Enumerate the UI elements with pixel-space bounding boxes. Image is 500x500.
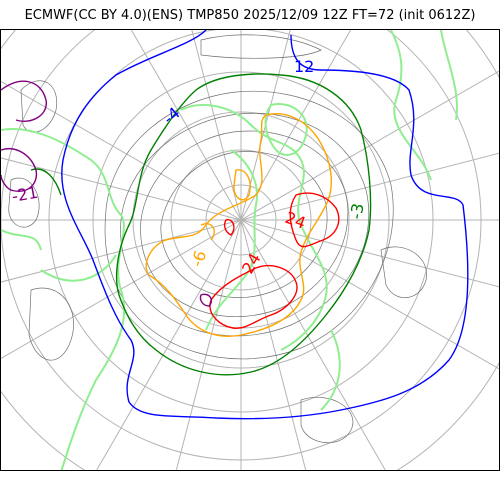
minor-isolines [8, 34, 427, 444]
isoline [120, 113, 370, 337]
coastline [264, 103, 308, 156]
isoline [28, 287, 74, 361]
contour-label: -21 [10, 183, 39, 206]
contour-neg12 [200, 223, 215, 241]
contour-neg24 [1, 148, 38, 192]
isoline [140, 130, 349, 318]
lat-circle [1, 30, 499, 470]
meridian [175, 219, 242, 470]
coastline [320, 329, 341, 411]
meridian [240, 152, 499, 221]
meridian [96, 219, 242, 470]
meridian [130, 30, 242, 221]
meridian [1, 80, 242, 221]
isotherm-orange [145, 113, 332, 337]
coastline [40, 254, 117, 282]
meridian [1, 157, 242, 221]
contour-neg6 [115, 73, 372, 376]
contour-label: 24 [283, 208, 309, 233]
coastlines [1, 30, 458, 470]
isotherm-blue [61, 30, 469, 420]
coastline [1, 229, 42, 251]
contour-label: -6 [187, 248, 210, 269]
coastline [205, 149, 258, 331]
contour-neg12 [145, 113, 332, 337]
meridian [191, 30, 242, 221]
map-title: ECMWF(CC BY 4.0)(ENS) TMP850 2025/12/09 … [24, 8, 476, 23]
contour-neg18 [209, 264, 298, 329]
meridian [240, 219, 307, 470]
meridian [240, 219, 499, 288]
contour-neg18 [223, 219, 235, 236]
meridian [240, 70, 499, 221]
coastline [440, 30, 458, 121]
isotherm-red [209, 192, 340, 329]
meridian [240, 219, 386, 470]
isoline [8, 177, 40, 228]
meridians [1, 30, 499, 470]
isoline [380, 246, 427, 299]
contour-0 [61, 30, 469, 420]
isoline [200, 34, 322, 59]
contour-neg6 [30, 168, 62, 196]
meridian [1, 219, 242, 360]
isoline [160, 151, 328, 298]
meridian [240, 219, 499, 370]
coastline [180, 104, 328, 351]
contour-label: -3 [346, 202, 367, 221]
isoline [300, 397, 354, 444]
isotherm-purple [1, 80, 213, 307]
latitude-circles [1, 30, 499, 470]
meridian [1, 219, 242, 283]
isotherm-green [30, 73, 372, 376]
contour-neg12 [233, 169, 251, 201]
isoline [20, 80, 58, 133]
contour-neg24 [199, 293, 213, 307]
contour-neg18 [289, 192, 340, 248]
coastline [390, 30, 432, 181]
meridian [240, 30, 352, 221]
contour-neg24 [1, 80, 47, 122]
map-panel: 12 24 -6 24 -3 -21 -4 [0, 29, 500, 471]
polar-map: 12 24 -6 24 -3 -21 -4 [1, 30, 499, 470]
contour-label: 12 [294, 57, 314, 76]
